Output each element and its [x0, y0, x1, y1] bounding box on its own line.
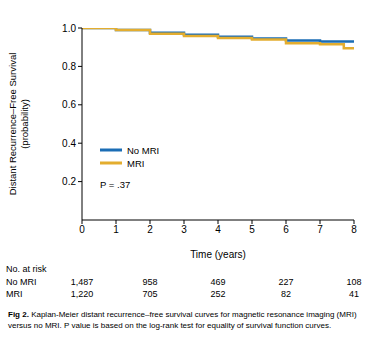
svg-text:4: 4	[215, 224, 221, 235]
svg-text:3: 3	[181, 224, 187, 235]
html-text:Fig 2. Kaplan-Meier distant re: Fig 2. Kaplan-Meier distant recurrence–f…	[8, 310, 357, 330]
svg-text:0.8: 0.8	[62, 61, 76, 72]
svg-text:(probability): (probability)	[19, 99, 30, 149]
svg-text:0: 0	[79, 224, 85, 235]
svg-text:MRI: MRI	[127, 158, 144, 169]
svg-text:252: 252	[210, 289, 225, 299]
svg-text:5: 5	[249, 224, 255, 235]
svg-text:705: 705	[142, 289, 157, 299]
svg-text:1.0: 1.0	[62, 23, 76, 34]
svg-text:1,487: 1,487	[71, 277, 94, 287]
svg-text:0.6: 0.6	[62, 99, 76, 110]
svg-text:6: 6	[283, 224, 289, 235]
svg-text:No. at risk: No. at risk	[8, 264, 47, 274]
svg-text:8: 8	[351, 224, 357, 235]
svg-text:2: 2	[147, 224, 153, 235]
svg-text:P = .37: P = .37	[100, 179, 130, 190]
svg-text:0.2: 0.2	[62, 176, 76, 187]
svg-text:41: 41	[349, 289, 359, 299]
svg-text:1,220: 1,220	[71, 289, 94, 299]
svg-text:MRI: MRI	[8, 289, 23, 299]
svg-text:958: 958	[142, 277, 157, 287]
svg-text:108: 108	[346, 277, 361, 287]
svg-text:Time (years): Time (years)	[190, 249, 246, 260]
svg-text:469: 469	[210, 277, 225, 287]
svg-text:1: 1	[113, 224, 119, 235]
svg-text:7: 7	[317, 224, 323, 235]
svg-text:227: 227	[278, 277, 293, 287]
svg-text:0.4: 0.4	[62, 138, 76, 149]
svg-text:No MRI: No MRI	[8, 277, 37, 287]
svg-text:82: 82	[281, 289, 291, 299]
svg-text:Distant Recurrence–Free Surviv: Distant Recurrence–Free Survival	[8, 53, 18, 196]
svg-text:No MRI: No MRI	[127, 145, 159, 156]
